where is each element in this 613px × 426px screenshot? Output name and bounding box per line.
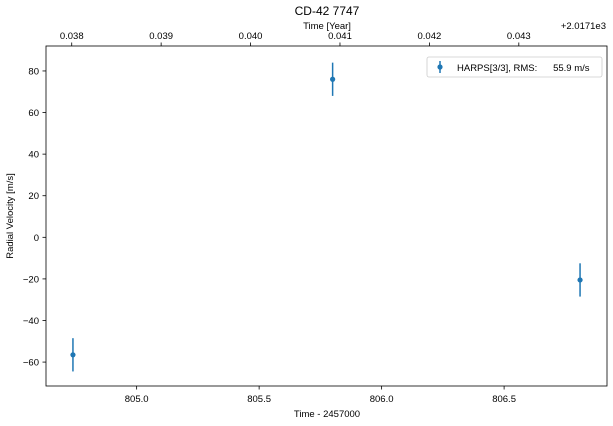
- y-axis-label: Radial Velocity [m/s]: [5, 173, 16, 259]
- y-tick-label: 20: [28, 191, 39, 202]
- chart-title: CD-42 7747: [295, 4, 360, 18]
- data-point: [330, 76, 336, 82]
- top-axis-label: Time [Year]: [303, 21, 351, 32]
- top-tick-label: 0.038: [60, 31, 84, 42]
- x-tick-label: 806.5: [492, 394, 516, 405]
- y-tick-label: 0: [34, 233, 39, 244]
- y-tick-label: 40: [28, 150, 39, 161]
- x-axis-label: Time - 2457000: [294, 409, 360, 420]
- y-tick-label: 60: [28, 108, 39, 119]
- top-tick-label: 0.040: [239, 31, 263, 42]
- x-tick-label: 805.5: [247, 394, 271, 405]
- y-tick-label: −60: [23, 358, 39, 369]
- plot-frame: [45, 45, 608, 387]
- data-point: [577, 277, 583, 283]
- top-tick-label: 0.042: [418, 31, 442, 42]
- legend: HARPS[3/3], RMS: 55.9 m/s: [426, 56, 603, 78]
- x-tick-label: 805.0: [125, 394, 149, 405]
- y-tick-label: 80: [28, 66, 39, 77]
- x-tick-label: 806.0: [370, 394, 394, 405]
- top-axis-offset-text: +2.0171e3: [561, 21, 606, 32]
- top-tick-label: 0.043: [507, 31, 531, 42]
- top-tick-label: 0.039: [149, 31, 173, 42]
- top-tick-label: 0.041: [328, 31, 352, 42]
- legend-marker: [437, 64, 443, 70]
- legend-box: [426, 56, 603, 78]
- plot-layer: 805.0 805.5 806.0 806.5 −60 −40 −20 0 20 40 60 80 0.…: [23, 31, 583, 405]
- data-point: [70, 352, 76, 358]
- y-tick-label: −20: [23, 274, 39, 285]
- y-tick-label: −40: [23, 316, 39, 327]
- legend-entry-label: HARPS[3/3], RMS: 55.9 m/s: [457, 63, 590, 74]
